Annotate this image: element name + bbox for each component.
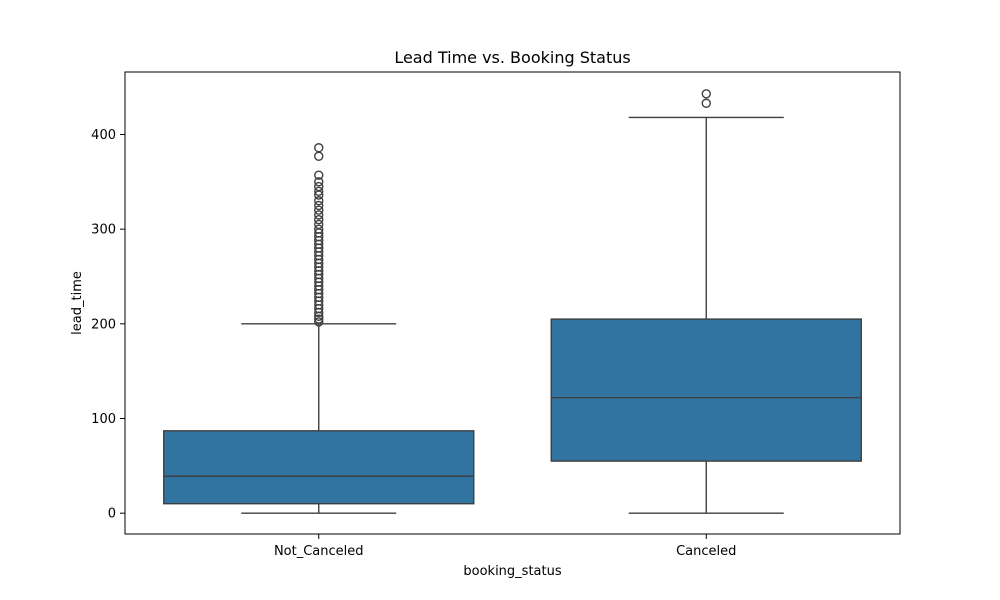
y-tick-label: 400 [91,128,116,143]
plot-area [163,89,862,514]
x-tick-label: Canceled [676,544,736,559]
box-group-canceled [550,89,862,514]
outlier-point [314,143,324,153]
axes-frame [124,71,901,535]
y-tick-label: 100 [91,412,116,427]
outlier-point [314,177,324,187]
box [550,318,862,462]
outlier-point [314,210,324,220]
y-axis-label: lead_time [70,271,85,335]
outlier-point [314,224,324,234]
y-tick-label: 300 [91,223,116,238]
outlier-point [314,214,324,225]
box [163,430,475,505]
outlier-point [314,317,324,327]
x-tick-label: Not_Canceled [274,544,364,559]
outlier-point [314,186,324,196]
outlier-point [314,219,324,230]
outlier-point [314,170,324,180]
outlier-point [314,200,324,211]
outlier-point [701,98,711,108]
outlier-point [314,196,324,206]
y-tick-label: 200 [91,317,116,332]
x-axis: Not_Canceled Canceled [274,534,736,559]
outlier-point [314,205,324,215]
y-tick-label: 0 [108,507,116,522]
y-axis: 0 100 200 300 400 [91,128,125,522]
outlier-point [701,89,711,99]
x-axis-label: booking_status [463,564,561,579]
outlier-point [314,151,324,161]
box-group-not-canceled [163,143,475,514]
outlier-point [314,314,324,324]
chart-title: Lead Time vs. Booking Status [394,48,630,67]
outlier-point [314,181,324,192]
